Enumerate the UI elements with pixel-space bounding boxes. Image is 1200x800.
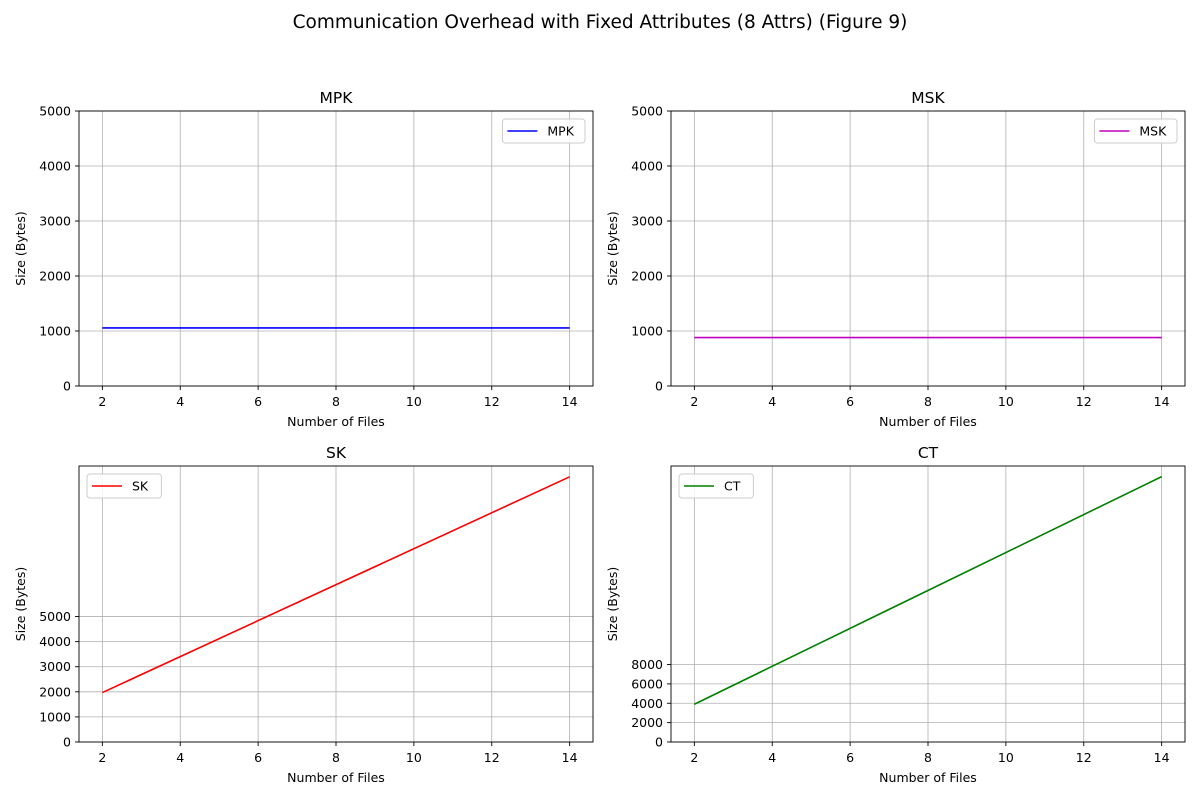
x-tick-label: 14 <box>1154 394 1170 409</box>
x-tick-label: 8 <box>924 750 932 765</box>
legend: MSK <box>1093 118 1178 144</box>
subplot-mpk: 2 4 6 8 10 12 14 0 1000 2000 3000 4000 5000 MPK Number… <box>13 89 594 429</box>
y-axis-label: Size (Bytes) <box>605 567 620 641</box>
x-tick-label: 4 <box>176 750 184 765</box>
y-tick-label: 2000 <box>39 269 71 284</box>
x-axis-label: Number of Files <box>879 414 977 429</box>
y-tick-label: 8000 <box>631 657 663 672</box>
legend-box <box>501 118 586 144</box>
x-tick-label: 10 <box>998 394 1014 409</box>
subplot-title: MPK <box>320 89 354 107</box>
x-tick-label: 8 <box>332 750 340 765</box>
subplot-msk: 2 4 6 8 10 12 14 0 1000 2000 3000 4000 5000 MSK Number… <box>605 89 1186 429</box>
legend-label: MSK <box>1139 124 1167 139</box>
x-tick-label: 6 <box>254 750 262 765</box>
y-tick-label: 3000 <box>39 659 71 674</box>
legend: MPK <box>501 118 586 144</box>
y-tick-label: 4000 <box>39 159 71 174</box>
y-axis-label: Size (Bytes) <box>13 211 28 285</box>
x-tick-label: 2 <box>98 394 106 409</box>
x-tick-label: 6 <box>846 750 854 765</box>
y-tick-label: 1000 <box>39 709 71 724</box>
x-tick-label: 8 <box>332 394 340 409</box>
x-tick-label: 2 <box>690 394 698 409</box>
x-tick-label: 12 <box>484 394 500 409</box>
y-tick-label: 0 <box>655 379 663 394</box>
legend-box <box>1093 118 1178 144</box>
y-tick-label: 0 <box>63 735 71 750</box>
x-tick-label: 4 <box>768 394 776 409</box>
legend-box <box>86 473 162 499</box>
y-tick-label: 2000 <box>39 684 71 699</box>
y-axis-label: Size (Bytes) <box>13 567 28 641</box>
y-tick-label: 2000 <box>631 715 663 730</box>
legend-box <box>678 473 754 499</box>
y-tick-label: 6000 <box>631 676 663 691</box>
x-tick-label: 6 <box>254 394 262 409</box>
x-axis-label: Number of Files <box>287 770 385 785</box>
figure-title: Communication Overhead with Fixed Attrib… <box>292 12 908 33</box>
x-tick-label: 6 <box>846 394 854 409</box>
series-line-ct <box>694 475 1162 705</box>
x-tick-label: 10 <box>406 394 422 409</box>
x-axis-label: Number of Files <box>287 414 385 429</box>
x-tick-label: 12 <box>1076 394 1092 409</box>
x-tick-label: 10 <box>406 750 422 765</box>
legend-label: CT <box>724 479 741 494</box>
x-tick-label: 2 <box>98 750 106 765</box>
subplot-title: CT <box>918 444 939 462</box>
y-tick-label: 4000 <box>631 159 663 174</box>
y-tick-label: 0 <box>63 379 71 394</box>
x-tick-label: 12 <box>1076 750 1092 765</box>
subplot-title: MSK <box>911 89 945 107</box>
x-tick-label: 8 <box>924 394 932 409</box>
subplot-sk: 2 4 6 8 10 12 14 0 1000 2000 3000 4000 5000 SK Number … <box>13 444 594 785</box>
x-tick-label: 14 <box>562 394 578 409</box>
legend-label: MPK <box>547 124 574 139</box>
subplot-ct: 2 4 6 8 10 12 14 0 2000 4000 6000 8000 CT Number of F… <box>605 444 1186 785</box>
y-tick-label: 1000 <box>631 324 663 339</box>
x-tick-label: 10 <box>998 750 1014 765</box>
legend-label: SK <box>132 479 149 494</box>
y-tick-label: 5000 <box>631 104 663 119</box>
y-tick-label: 3000 <box>631 214 663 229</box>
y-tick-label: 3000 <box>39 214 71 229</box>
x-tick-label: 14 <box>1154 750 1170 765</box>
y-axis-label: Size (Bytes) <box>605 211 620 285</box>
legend: CT <box>678 473 754 499</box>
x-tick-label: 4 <box>768 750 776 765</box>
x-tick-label: 14 <box>562 750 578 765</box>
y-tick-label: 4000 <box>631 696 663 711</box>
legend: SK <box>86 473 162 499</box>
y-tick-label: 5000 <box>39 104 71 119</box>
y-tick-label: 2000 <box>631 269 663 284</box>
x-tick-label: 4 <box>176 394 184 409</box>
x-axis-label: Number of Files <box>879 770 977 785</box>
x-tick-label: 2 <box>690 750 698 765</box>
y-tick-label: 1000 <box>39 324 71 339</box>
y-tick-label: 0 <box>655 735 663 750</box>
y-tick-label: 4000 <box>39 634 71 649</box>
series-line-sk <box>102 476 570 694</box>
x-tick-label: 12 <box>484 750 500 765</box>
y-tick-label: 5000 <box>39 609 71 624</box>
subplot-title: SK <box>326 444 347 462</box>
